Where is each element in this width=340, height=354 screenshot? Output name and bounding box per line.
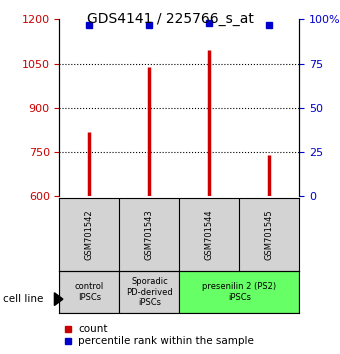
Text: percentile rank within the sample: percentile rank within the sample (78, 336, 254, 346)
Text: Sporadic
PD-derived
iPSCs: Sporadic PD-derived iPSCs (126, 277, 173, 307)
Text: control
IPSCs: control IPSCs (75, 282, 104, 302)
Text: GSM701542: GSM701542 (85, 209, 94, 260)
Bar (59, 271, 119, 313)
Text: GSM701545: GSM701545 (265, 209, 274, 260)
Text: GDS4141 / 225766_s_at: GDS4141 / 225766_s_at (87, 12, 253, 27)
Bar (119, 271, 179, 313)
Text: count: count (78, 324, 108, 333)
Text: presenilin 2 (PS2)
iPSCs: presenilin 2 (PS2) iPSCs (202, 282, 276, 302)
Text: GSM701543: GSM701543 (145, 209, 154, 260)
Bar (179, 271, 299, 313)
Text: GSM701544: GSM701544 (205, 209, 214, 260)
Text: cell line: cell line (3, 294, 44, 304)
Polygon shape (54, 293, 63, 306)
